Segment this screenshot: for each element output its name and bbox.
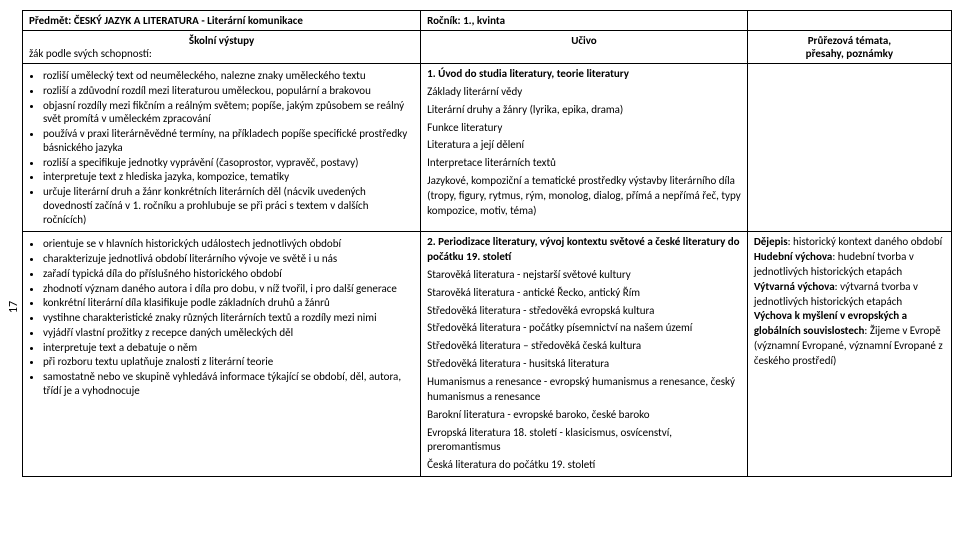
- outcomes-1: rozliší umělecký text od neuměleckého, n…: [23, 64, 421, 232]
- curriculum-line: Základy literární vědy: [427, 85, 741, 100]
- curriculum-line: Středověká literatura - husitská literat…: [427, 357, 741, 372]
- curriculum-line: Literární druhy a žánry (lyrika, epika, …: [427, 103, 741, 118]
- subheader-cross-line1: Průřezová témata,: [754, 34, 945, 47]
- list-item: vystihne charakteristické znaky různých …: [43, 311, 414, 325]
- curriculum-line: Humanismus a renesance - evropský humani…: [427, 375, 741, 405]
- curriculum-table: Předmět: ČESKÝ JAZYK A LITERATURA - Lite…: [22, 10, 952, 477]
- cross-2-line2: Hudební výchova: hudební tvorba v jednot…: [754, 250, 945, 280]
- subheader-cross-line2: přesahy, poznámky: [754, 47, 945, 60]
- page-number: 17: [7, 301, 21, 313]
- curriculum-line: Interpretace literárních textů: [427, 156, 741, 171]
- subheader-row: Školní výstupy žák podle svých schopnost…: [23, 31, 952, 64]
- cross-1: [747, 64, 951, 232]
- subheader-curriculum: Učivo: [421, 31, 748, 64]
- outcomes-list-2: orientuje se v hlavních historických udá…: [29, 237, 414, 397]
- curriculum-2: 2. Periodizace literatury, vývoj kontext…: [421, 232, 748, 477]
- grade-cell: Ročník: 1., kvinta: [421, 11, 748, 31]
- outcomes-2: orientuje se v hlavních historických udá…: [23, 232, 421, 477]
- content-row-2: orientuje se v hlavních historických udá…: [23, 232, 952, 477]
- list-item: zařadí typická díla do příslušného histo…: [43, 267, 414, 281]
- subject-cell: Předmět: ČESKÝ JAZYK A LITERATURA - Lite…: [23, 11, 421, 31]
- list-item: orientuje se v hlavních historických udá…: [43, 237, 414, 251]
- curriculum-1: 1. Úvod do studia literatury, teorie lit…: [421, 64, 748, 232]
- curriculum-line: Jazykové, kompoziční a tematické prostře…: [427, 174, 741, 219]
- curriculum-line: Evropská literatura 18. století - klasic…: [427, 426, 741, 456]
- curriculum-line: Středověká literatura - středověká evrop…: [427, 304, 741, 319]
- curriculum-2-lines: Starověká literatura - nejstarší světové…: [427, 268, 741, 473]
- header-empty: [747, 11, 951, 31]
- content-row-1: rozliší umělecký text od neuměleckého, n…: [23, 64, 952, 232]
- list-item: interpretuje text z hlediska jazyka, kom…: [43, 170, 414, 184]
- curriculum-line: Funkce literatury: [427, 121, 741, 136]
- list-item: vyjádří vlastní prožitky z recepce danýc…: [43, 326, 414, 340]
- curriculum-line: Středověká literatura – středověká česká…: [427, 339, 741, 354]
- curriculum-line: Starověká literatura - nejstarší světové…: [427, 268, 741, 283]
- curriculum-1-title: 1. Úvod do studia literatury, teorie lit…: [427, 67, 741, 82]
- subheader-outcomes-line1: Školní výstupy: [29, 34, 414, 47]
- cross-2-line1: Dějepis: historický kontext daného obdob…: [754, 235, 945, 250]
- subheader-outcomes: Školní výstupy žák podle svých schopnost…: [23, 31, 421, 64]
- list-item: určuje literární druh a žánr konkrétních…: [43, 185, 414, 226]
- list-item: rozliší a specifikuje jednotky vyprávění…: [43, 156, 414, 170]
- curriculum-line: Starověká literatura - antické Řecko, an…: [427, 286, 741, 301]
- list-item: objasní rozdíly mezi fikčním a reálným s…: [43, 99, 414, 127]
- outcomes-list-1: rozliší umělecký text od neuměleckého, n…: [29, 69, 414, 226]
- list-item: při rozboru textu uplatňuje znalosti z l…: [43, 355, 414, 369]
- list-item: interpretuje text a debatuje o něm: [43, 341, 414, 355]
- list-item: samostatně nebo ve skupině vyhledává inf…: [43, 370, 414, 398]
- list-item: zhodnotí význam daného autora i díla pro…: [43, 282, 414, 296]
- list-item: rozliší a zdůvodní rozdíl mezi literatur…: [43, 84, 414, 98]
- cross-2-line4: Výchova k myšlení v evropských a globáln…: [754, 309, 945, 368]
- subheader-outcomes-line2: žák podle svých schopností:: [29, 47, 414, 60]
- curriculum-line: Česká literatura do počátku 19. století: [427, 458, 741, 473]
- cross-2-line3: Výtvarná výchova: výtvarná tvorba v jedn…: [754, 280, 945, 310]
- list-item: charakterizuje jednotlivá období literár…: [43, 252, 414, 266]
- list-item: konkrétní literární díla klasifikuje pod…: [43, 296, 414, 310]
- curriculum-1-lines: Základy literární vědy Literární druhy a …: [427, 85, 741, 219]
- curriculum-line: Středověká literatura - počátky písemnic…: [427, 321, 741, 336]
- list-item: rozliší umělecký text od neuměleckého, n…: [43, 69, 414, 83]
- curriculum-2-title: 2. Periodizace literatury, vývoj kontext…: [427, 235, 741, 265]
- header-row: Předmět: ČESKÝ JAZYK A LITERATURA - Lite…: [23, 11, 952, 31]
- cross-2: Dějepis: historický kontext daného obdob…: [747, 232, 951, 477]
- curriculum-line: Literatura a její dělení: [427, 138, 741, 153]
- curriculum-line: Barokní literatura - evropské baroko, če…: [427, 408, 741, 423]
- subheader-cross: Průřezová témata, přesahy, poznámky: [747, 31, 951, 64]
- list-item: používá v praxi literárněvědné termíny, …: [43, 127, 414, 155]
